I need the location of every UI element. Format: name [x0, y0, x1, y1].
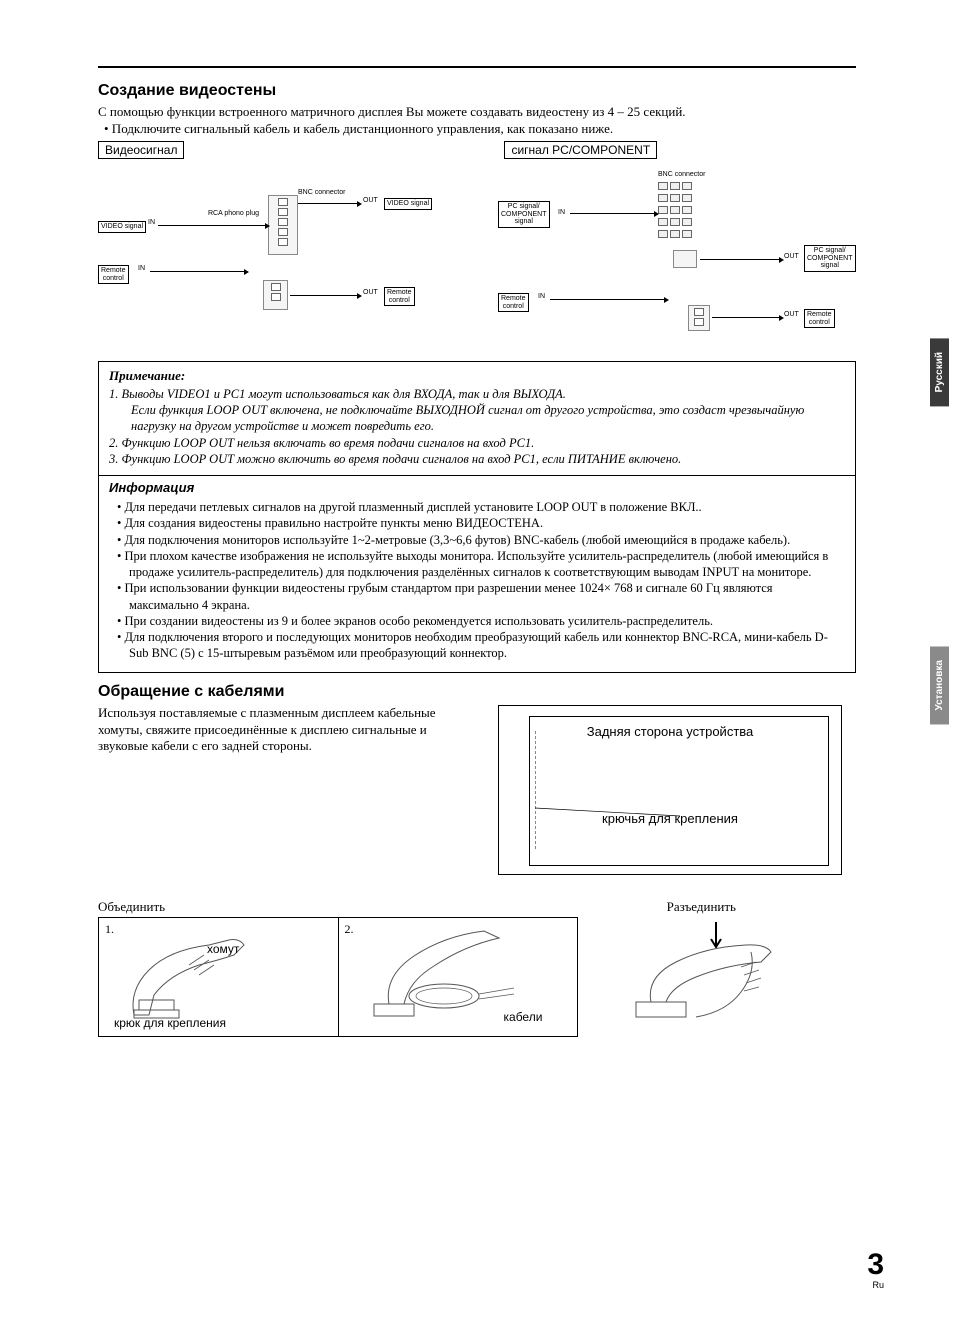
out-label-r1: OUT [784, 253, 799, 260]
in-label-2: IN [138, 265, 145, 272]
side-tab-section: Установка [930, 646, 949, 724]
remote-control-in-r: Remote control [498, 293, 529, 312]
in-label-1: IN [148, 219, 155, 226]
intro-bullet: • Подключите сигнальный кабель и кабель … [98, 121, 856, 137]
cables-label: кабели [504, 1010, 543, 1024]
step-1-num: 1. [105, 922, 114, 937]
note-box: Примечание: 1. Выводы VIDEO1 и PC1 могут… [98, 361, 856, 476]
section-title-cables: Обращение с кабелями [98, 683, 856, 701]
bnc-connector-label-r: BNC connector [658, 171, 705, 178]
hook-label: крюк для крепления [114, 1016, 226, 1030]
cable-text: Используя поставляемые с плазменным дисп… [98, 705, 478, 875]
bnc-connector-label: BNC connector [298, 189, 345, 196]
info-bullet-4: • При плохом качестве изображения не исп… [109, 548, 845, 581]
info-bullet-6: • При создании видеостены из 9 и более э… [109, 613, 845, 629]
combine-step-2: 2. кабели [339, 917, 579, 1037]
label-pc-component: сигнал PC/COMPONENT [504, 141, 657, 159]
info-box: Информация • Для передачи петлевых сигна… [98, 476, 856, 673]
connection-diagram: BNC connector OUT VIDEO signal RCA phono… [98, 165, 856, 355]
separate-diagram [596, 917, 856, 1037]
out-label-r2: OUT [784, 311, 799, 318]
pc-signal-in: PC signal/ COMPONENT signal [498, 201, 550, 228]
info-bullet-5: • При использовании функции видеостены г… [109, 580, 845, 613]
in-label-r1: IN [558, 209, 565, 216]
info-bullet-3: • Для подключения мониторов используйте … [109, 532, 845, 548]
combine-step-1: 1. хомут крюк для крепления [98, 917, 339, 1037]
remote-control-in: Remote control [98, 265, 129, 284]
section-title-videowall: Создание видеостены [98, 82, 856, 100]
note-line-2: 2. Функцию LOOP OUT нельзя включать во в… [109, 435, 845, 451]
video-signal-in: VIDEO signal [98, 221, 146, 233]
info-bullet-2: • Для создания видеостены правильно наст… [109, 515, 845, 531]
intro-text: С помощью функции встроенного матричного… [98, 104, 856, 121]
device-back-diagram: Задняя сторона устройства крючья для кре… [498, 705, 842, 875]
separate-label: Разъединить [667, 899, 736, 915]
remote-control-out: Remote control [384, 287, 415, 306]
page-number: 3 [867, 1250, 884, 1280]
rca-label: RCA phono plug [208, 210, 259, 217]
note-title: Примечание: [109, 368, 845, 384]
page-suffix: Ru [867, 1280, 884, 1290]
info-bullet-1: • Для передачи петлевых сигналов на друг… [109, 499, 845, 515]
remote-control-out-r: Remote control [804, 309, 835, 328]
label-videosignal: Видеосигнал [98, 141, 184, 159]
in-label-r2: IN [538, 293, 545, 300]
note-line-1b: Если функция LOOP OUT включена, не подкл… [109, 402, 845, 435]
note-line-1: 1. Выводы VIDEO1 и PC1 могут использоват… [109, 386, 845, 402]
note-line-3: 3. Функцию LOOP OUT можно включить во вр… [109, 451, 845, 467]
combine-label: Объединить [98, 899, 165, 915]
device-back-label: Задняя сторона устройства [499, 724, 841, 739]
video-signal-out: VIDEO signal [384, 198, 432, 210]
info-bullet-7: • Для подключения второго и последующих … [109, 629, 845, 662]
info-title: Информация [109, 480, 845, 495]
out-label: OUT [363, 197, 378, 204]
step-2-num: 2. [345, 922, 354, 937]
pc-signal-out: PC signal/ COMPONENT signal [804, 245, 856, 272]
out-label-2: OUT [363, 289, 378, 296]
clamp-label: хомут [207, 942, 239, 956]
side-tab-language: Русский [930, 338, 949, 406]
